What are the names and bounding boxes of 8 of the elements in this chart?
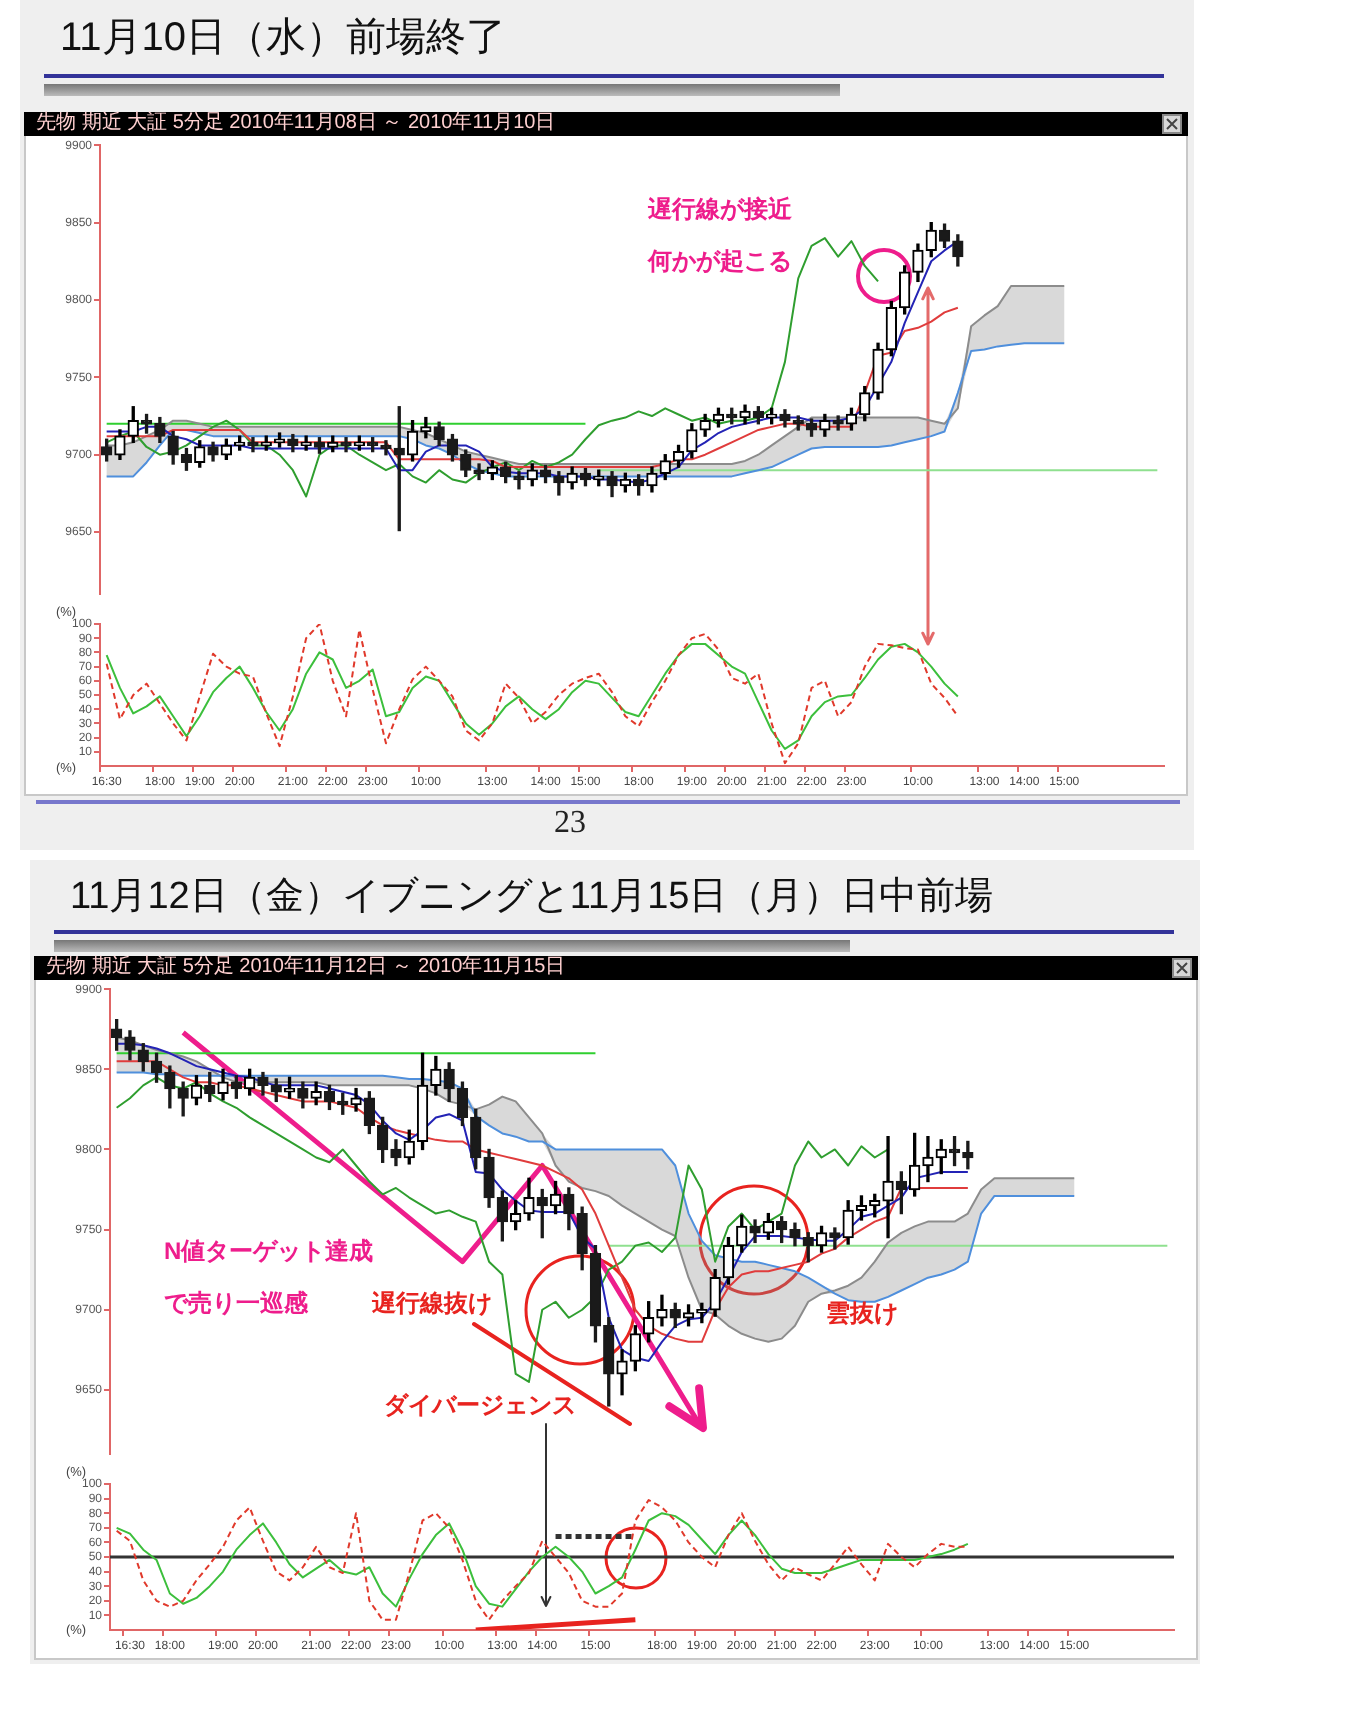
line-series <box>115 1499 969 1621</box>
annotation: 雲抜け <box>826 1298 898 1327</box>
text: 23 <box>554 806 586 841</box>
candlestick <box>829 1227 841 1250</box>
chart-title: 11月12日（金）イブニングと11月15日（月）日中前場 <box>70 876 994 922</box>
chart-subtitle: 先物 期近 大証 5分足 2010年11月12日 ～ 2010年11月15日 <box>46 956 566 980</box>
candlestick <box>300 435 312 451</box>
line-series <box>105 624 959 765</box>
